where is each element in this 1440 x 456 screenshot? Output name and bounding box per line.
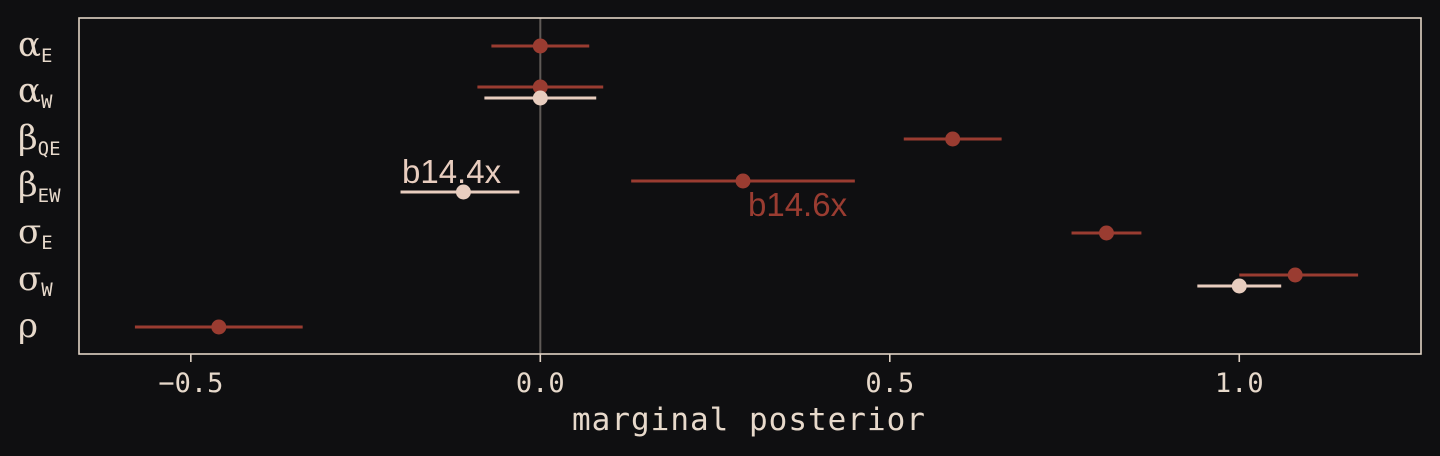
x-tick-label: 1.0: [1215, 368, 1264, 399]
x-tick-label: 0.5: [865, 368, 914, 399]
series-label-b14-4x: b14.4x: [402, 153, 502, 190]
point-b14-4x-sigma-W: [1231, 278, 1247, 294]
param-label-beta-EW: βEW: [18, 165, 61, 207]
x-axis-label: marginal posterior: [572, 402, 926, 438]
point-b14-6x-sigma-E: [1098, 225, 1114, 241]
param-label-alpha-W: αW: [18, 71, 53, 113]
point-b14-6x-beta-QE: [945, 131, 961, 147]
param-label-alpha-E: αE: [18, 25, 52, 67]
plot-frame: [78, 17, 1422, 355]
point-b14-6x-rho: [211, 319, 227, 335]
point-b14-6x-sigma-W: [1287, 267, 1303, 283]
point-b14-4x-beta-EW: [455, 184, 471, 200]
point-b14-6x-alpha-W: [532, 79, 548, 95]
x-axis-ticks: −0.5 0.0 0.5 1.0: [158, 354, 1264, 399]
param-label-sigma-W: σW: [18, 259, 53, 301]
point-b14-6x-beta-EW: [735, 173, 751, 189]
x-tick-label: 0.0: [516, 368, 565, 399]
param-label-sigma-E: σE: [18, 212, 53, 254]
series-label-b14-6x: b14.6x: [748, 186, 848, 223]
param-label-rho: ρ: [18, 306, 38, 346]
marks-layer: [134, 38, 1359, 335]
x-tick-label: −0.5: [158, 368, 223, 399]
param-label-beta-QE: βQE: [18, 118, 61, 160]
point-b14-6x-alpha-E: [532, 38, 548, 54]
point-b14-4x-alpha-W: [532, 90, 548, 106]
